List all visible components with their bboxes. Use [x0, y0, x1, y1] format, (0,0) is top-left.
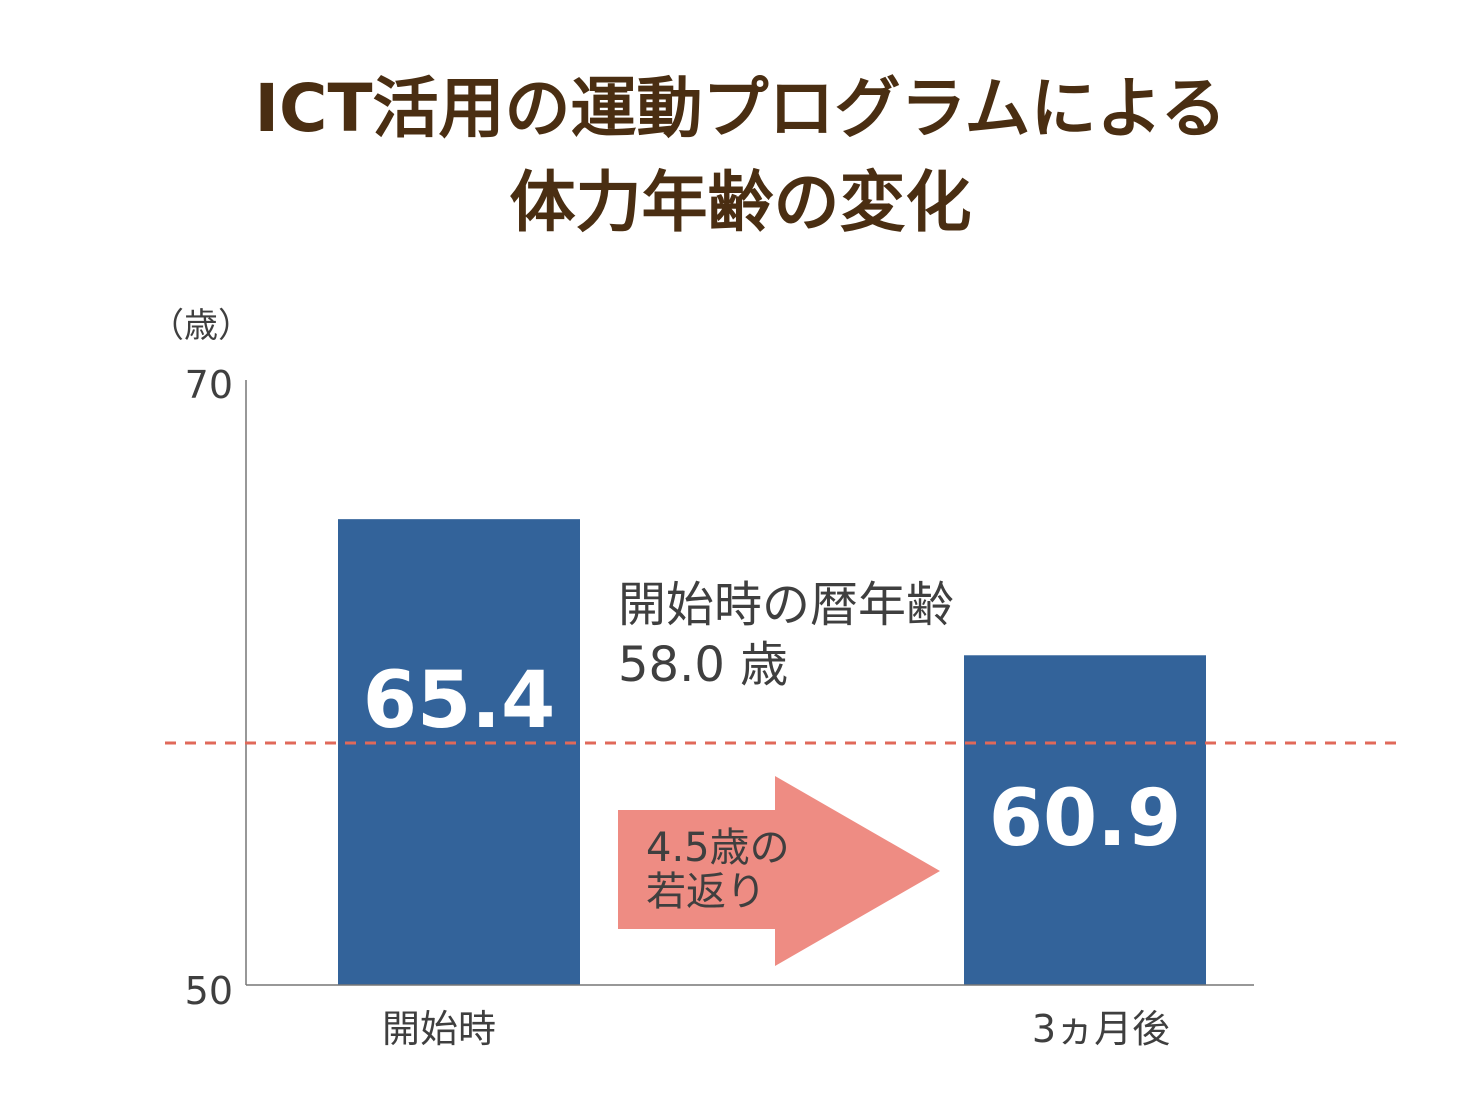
chart-title-line-1: ICT活用の運動プログラムによる — [254, 70, 1227, 147]
y-tick-label-top: 70 — [185, 363, 233, 407]
x-tick-label-2: 3ヵ月後 — [1032, 1007, 1170, 1051]
bar-1 — [338, 519, 580, 985]
reference-annotation-line-1: 開始時の暦年齢 — [618, 577, 955, 633]
bar-value-label-2: 60.9 — [989, 774, 1181, 864]
chart-title-line-2: 体力年齢の変化 — [509, 164, 972, 241]
x-tick-label-1: 開始時 — [382, 1007, 496, 1051]
y-tick-label-bottom: 50 — [185, 969, 233, 1013]
y-axis-unit-label: （歳） — [150, 306, 252, 346]
bar-2 — [964, 655, 1206, 985]
reference-annotation-line-2: 58.0 歳 — [618, 637, 789, 693]
reference-annotation: 開始時の暦年齢 58.0 歳 — [618, 575, 954, 695]
arrow-label-line-1: 4.5歳の — [646, 825, 790, 871]
arrow-shape — [618, 776, 940, 966]
chart-title: ICT活用の運動プログラムによる 体力年齢の変化 — [0, 62, 1481, 250]
bar-value-label-1: 65.4 — [363, 656, 555, 746]
arrow-label: 4.5歳の 若返り — [646, 826, 790, 914]
arrow-label-line-2: 若返り — [646, 869, 766, 915]
